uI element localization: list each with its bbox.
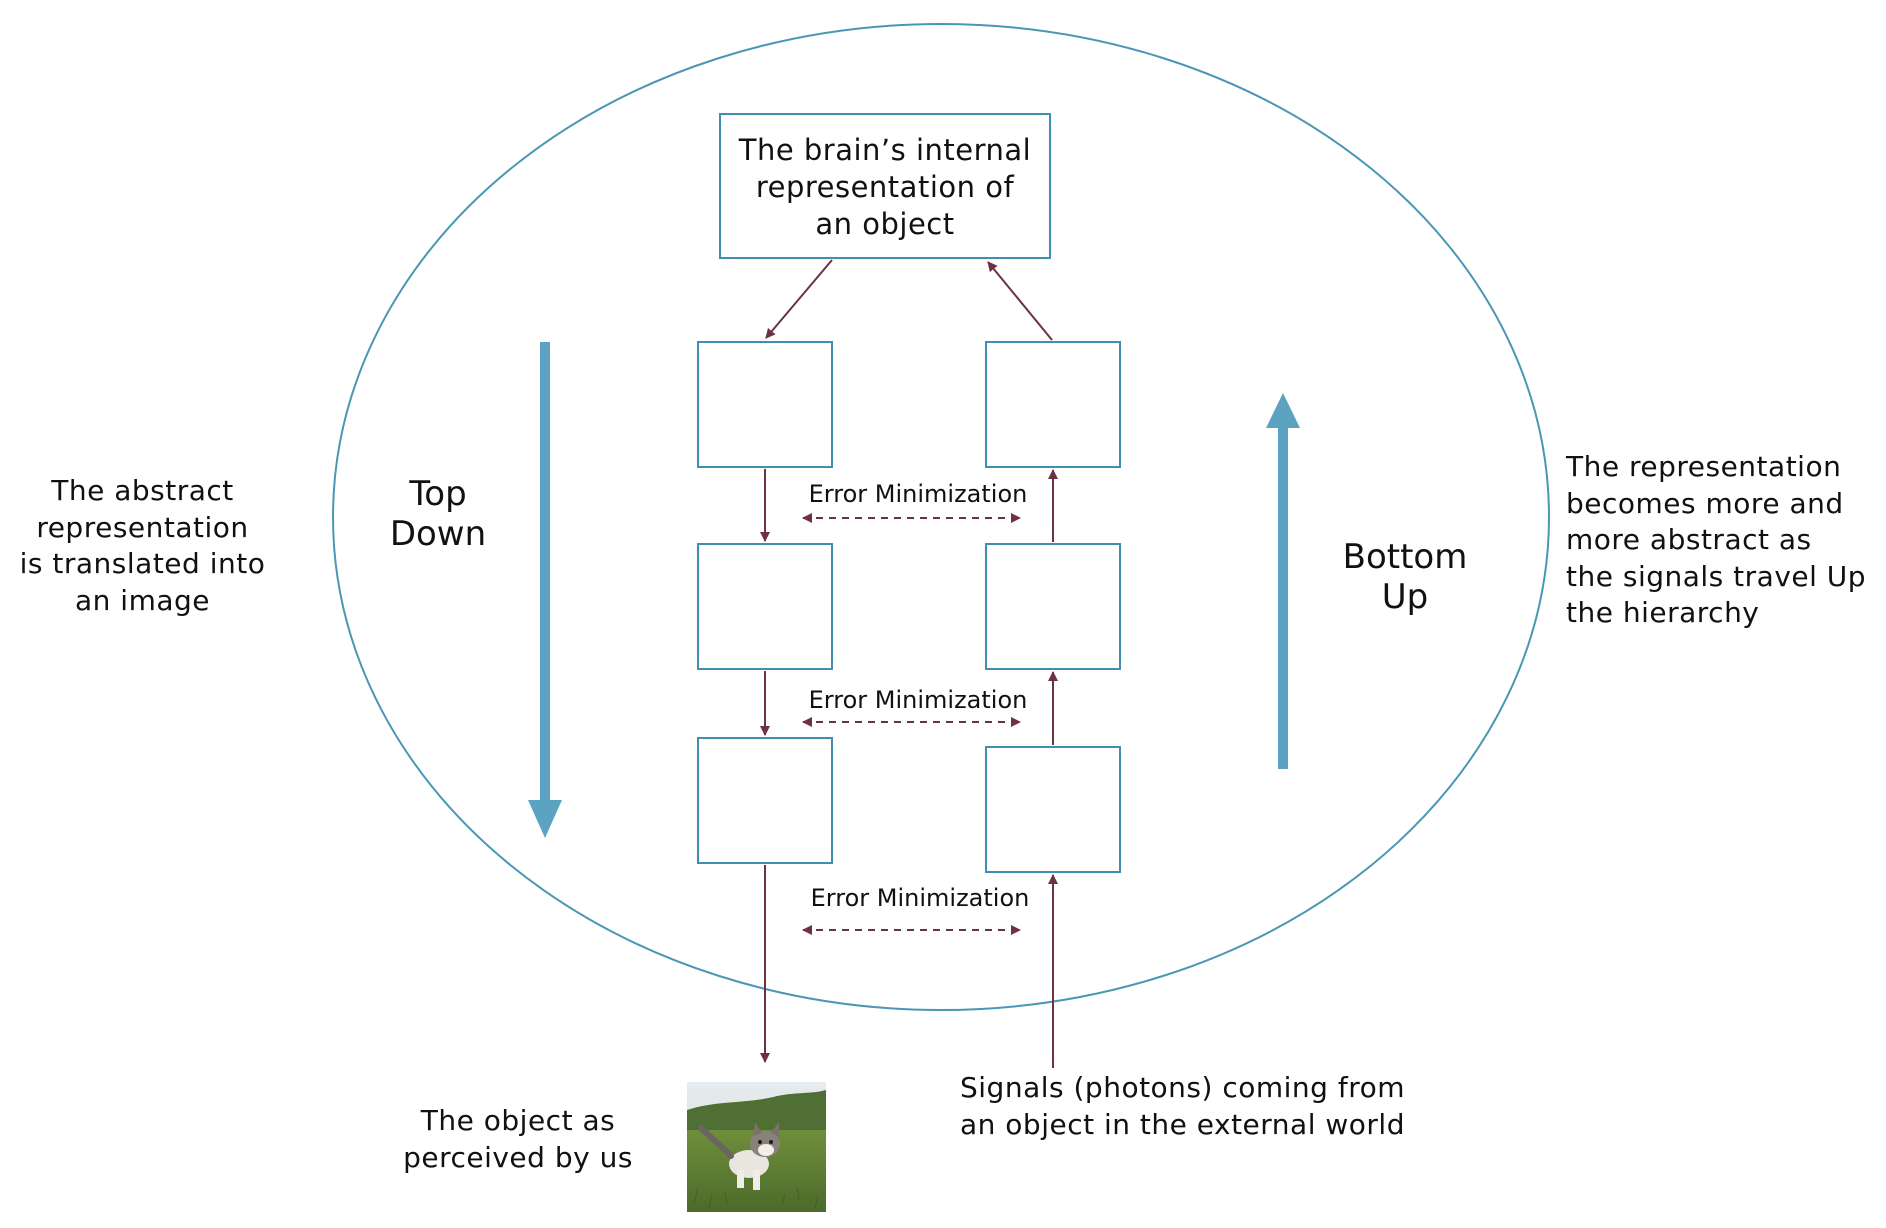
right-box-3 bbox=[985, 746, 1121, 873]
kitten-on-grass-photo bbox=[687, 1082, 826, 1212]
right-caption-line: more abstract as bbox=[1566, 523, 1812, 556]
top-box-line: an object bbox=[815, 207, 955, 241]
error-minimization-label: Error Minimization bbox=[810, 884, 1030, 912]
arrow-top-to-left-box-1 bbox=[765, 259, 833, 339]
object-caption-line: perceived by us bbox=[403, 1140, 633, 1174]
object-caption: The object as perceived by us bbox=[388, 1103, 648, 1176]
top-down-arrow bbox=[528, 342, 562, 838]
right-caption-line: the signals travel Up bbox=[1566, 559, 1867, 593]
top-down-label: Top Down bbox=[378, 474, 498, 554]
left-box-3 bbox=[697, 737, 833, 864]
top-down-label-line: Down bbox=[389, 514, 487, 554]
top-box-line: representation of bbox=[755, 170, 1015, 204]
bottom-up-arrow bbox=[1266, 393, 1300, 769]
left-box-2 bbox=[697, 543, 833, 670]
right-box-2 bbox=[985, 543, 1121, 670]
outer-ellipse bbox=[332, 23, 1550, 1011]
right-box-1 bbox=[985, 341, 1121, 468]
error-minimization-label: Error Minimization bbox=[808, 480, 1028, 508]
top-down-label-line: Top bbox=[409, 474, 467, 514]
object-caption-line: The object as bbox=[420, 1104, 616, 1137]
bottom-up-label-line: Up bbox=[1381, 577, 1429, 617]
right-caption: The representation becomes more and more… bbox=[1566, 449, 1882, 632]
left-caption-line: The abstract bbox=[51, 474, 234, 507]
top-representation-box bbox=[719, 113, 1051, 259]
left-caption-line: is translated into bbox=[19, 547, 266, 580]
right-caption-line: becomes more and bbox=[1566, 486, 1844, 520]
error-minimization-label: Error Minimization bbox=[808, 686, 1028, 714]
left-box-1 bbox=[697, 341, 833, 468]
bottom-up-label: Bottom Up bbox=[1330, 537, 1480, 617]
bottom-up-label-line: Bottom bbox=[1342, 537, 1468, 577]
right-caption-line: The representation bbox=[1566, 450, 1842, 483]
left-caption: The abstract representation is translate… bbox=[0, 473, 285, 619]
top-box-line: The brain’s internal bbox=[738, 133, 1032, 167]
right-caption-line: the hierarchy bbox=[1566, 596, 1760, 629]
left-caption-line: representation bbox=[36, 510, 249, 544]
left-caption-line: an image bbox=[74, 583, 211, 617]
top-box-text: The brain’s internal representation of a… bbox=[720, 132, 1050, 243]
signals-caption-line: an object in the external world bbox=[960, 1107, 1405, 1141]
signals-caption: Signals (photons) coming from an object … bbox=[960, 1070, 1420, 1143]
signals-caption-line: Signals (photons) coming from bbox=[960, 1071, 1405, 1104]
arrow-right-box-1-to-top bbox=[987, 261, 1053, 341]
